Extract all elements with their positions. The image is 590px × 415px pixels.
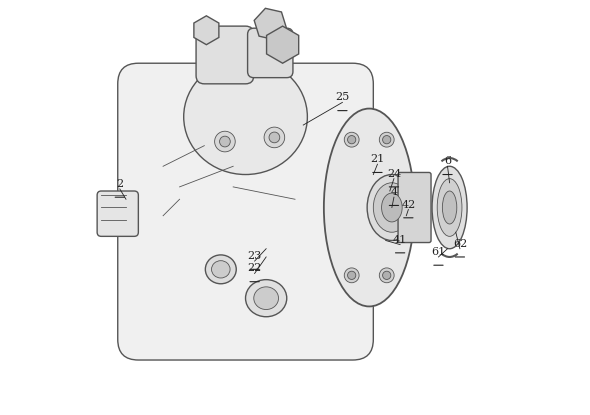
Text: 42: 42 (401, 200, 415, 210)
Text: 23: 23 (247, 251, 262, 261)
Text: 25: 25 (335, 93, 349, 103)
Text: 41: 41 (393, 234, 407, 244)
Text: 62: 62 (453, 239, 467, 249)
Ellipse shape (432, 166, 467, 249)
FancyBboxPatch shape (248, 28, 293, 78)
Ellipse shape (382, 193, 402, 222)
FancyBboxPatch shape (118, 63, 373, 360)
Ellipse shape (212, 261, 230, 278)
Text: 22: 22 (247, 264, 262, 273)
Circle shape (215, 131, 235, 152)
FancyBboxPatch shape (196, 26, 254, 84)
Ellipse shape (245, 280, 287, 317)
FancyBboxPatch shape (97, 191, 139, 237)
Circle shape (219, 136, 230, 147)
Circle shape (264, 127, 285, 148)
Circle shape (382, 136, 391, 144)
Circle shape (344, 132, 359, 147)
Text: 6: 6 (444, 156, 451, 166)
Ellipse shape (373, 183, 411, 232)
Text: 4: 4 (391, 187, 398, 197)
Ellipse shape (437, 178, 462, 237)
Circle shape (379, 132, 394, 147)
Ellipse shape (442, 191, 457, 224)
Circle shape (382, 271, 391, 279)
FancyBboxPatch shape (398, 173, 431, 242)
Ellipse shape (205, 255, 236, 284)
Circle shape (379, 268, 394, 283)
Ellipse shape (324, 109, 415, 306)
Ellipse shape (254, 287, 278, 310)
Circle shape (344, 268, 359, 283)
Text: 21: 21 (371, 154, 385, 164)
Circle shape (348, 136, 356, 144)
Ellipse shape (367, 175, 417, 240)
Circle shape (269, 132, 280, 143)
Text: 24: 24 (387, 168, 401, 178)
Text: 2: 2 (116, 179, 123, 189)
Ellipse shape (183, 59, 307, 175)
Circle shape (348, 271, 356, 279)
Text: 61: 61 (431, 247, 445, 257)
